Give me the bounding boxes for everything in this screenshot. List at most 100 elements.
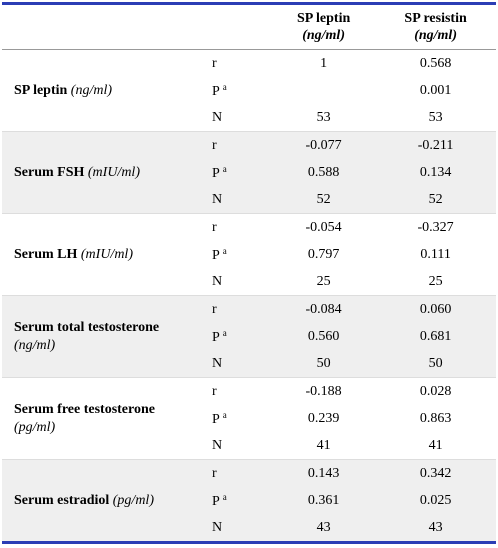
- value-cell: 0.681: [375, 323, 496, 350]
- value-cell: -0.327: [375, 213, 496, 241]
- value-cell: [272, 77, 375, 104]
- stat-name: r: [212, 383, 217, 399]
- value-cell: 0.560: [272, 323, 376, 350]
- value-cell: -0.211: [375, 131, 496, 159]
- column-header: SP resistin (ng/ml): [375, 3, 496, 50]
- row: Serum free testosterone (pg/ml) r -0.188 0.…: [2, 377, 496, 460]
- label-unit: (mIU/ml): [87, 164, 140, 180]
- stat-name: r: [212, 137, 217, 153]
- stat-name: N: [212, 273, 223, 289]
- value-cell: 0.001: [419, 82, 452, 98]
- value-cell: 0.239: [307, 410, 340, 426]
- value-cell: -0.077: [272, 131, 376, 159]
- stat-name: N: [212, 191, 223, 207]
- row: N 52 52: [2, 186, 496, 214]
- stat-superscript: a: [222, 245, 227, 256]
- value-cell: 0.568: [419, 55, 452, 71]
- value-cell: 53: [428, 109, 443, 125]
- value-cell: -0.188: [272, 377, 376, 405]
- column-unit: (ng/ml): [414, 28, 457, 43]
- stat-cell: r: [202, 295, 272, 323]
- label-unit: (ng/ml): [14, 337, 56, 353]
- stat-name: r: [212, 55, 217, 71]
- value-cell: 1: [320, 55, 328, 71]
- value-cell: 25: [428, 273, 443, 289]
- value-cell: 25: [316, 273, 331, 289]
- value-cell: 50: [272, 350, 376, 378]
- stat-name: N: [212, 109, 223, 125]
- row-label: SP leptin (ng/ml): [2, 50, 202, 132]
- label-unit: (ng/ml): [70, 82, 113, 98]
- stat-name: P: [212, 165, 220, 181]
- corner: [202, 3, 272, 50]
- row: N 25 25: [2, 268, 496, 296]
- value-cell: 0.143: [272, 459, 376, 487]
- stat-cell: r: [202, 131, 272, 159]
- value-cell: 0.060: [375, 295, 496, 323]
- column-header: SP leptin (ng/ml): [272, 3, 376, 50]
- value-cell: 0.134: [375, 159, 496, 186]
- value-cell: 53: [316, 109, 331, 125]
- column-name: SP leptin: [296, 11, 351, 26]
- stat-name: P: [212, 493, 220, 509]
- value-cell: 52: [375, 186, 496, 214]
- value-cell: -0.084: [272, 295, 376, 323]
- column-unit: (ng/ml): [302, 28, 345, 43]
- row: N 43 43: [2, 514, 496, 543]
- label-name: Serum total testosterone: [14, 319, 160, 335]
- header-row: SP leptin (ng/ml) SP resistin (ng/ml): [2, 3, 496, 50]
- stat-cell: N: [202, 514, 272, 543]
- stat-name: r: [212, 465, 217, 481]
- label-unit: (pg/ml): [112, 492, 154, 508]
- stat-cell: r: [202, 377, 272, 405]
- value-cell: 0.797: [307, 246, 340, 262]
- value-cell: 50: [375, 350, 496, 378]
- row: Serum estradiol (pg/ml) r 0.143 0.342: [2, 459, 496, 543]
- value-cell: 43: [272, 514, 376, 543]
- value-cell: 0.361: [272, 487, 376, 514]
- stat-superscript: a: [222, 491, 227, 502]
- row-label: Serum LH (mIU/ml): [2, 213, 202, 296]
- value-cell: 0.028: [375, 377, 496, 405]
- stat-name: r: [212, 301, 217, 317]
- value-cell: 41: [428, 437, 443, 453]
- value-cell: 0.025: [375, 487, 496, 514]
- row-label: Serum estradiol (pg/ml): [2, 459, 202, 543]
- stat-superscript: a: [222, 327, 227, 338]
- stat-name: N: [212, 519, 223, 535]
- stat-cell: N: [202, 350, 272, 378]
- stat-name: N: [212, 437, 223, 453]
- label-name: Serum FSH: [14, 164, 85, 180]
- label-name: SP leptin: [14, 82, 68, 98]
- row: Serum LH (mIU/ml) r -0.054 -0.327: [2, 213, 496, 296]
- label-unit: (mIU/ml): [80, 246, 133, 262]
- value-cell: 41: [316, 437, 331, 453]
- column-name: SP resistin: [404, 11, 467, 26]
- row: N 53 53: [2, 104, 496, 132]
- row-label: Serum free testosterone (pg/ml): [2, 377, 202, 460]
- row: Serum FSH (mIU/ml) r -0.077 -0.211: [2, 131, 496, 214]
- value-cell: 0.111: [420, 246, 451, 262]
- stat-name: P: [212, 83, 220, 99]
- stat-name: P: [212, 411, 220, 427]
- stat-cell: N: [202, 104, 272, 132]
- row: Serum total testosterone (ng/ml) r -0.084 0…: [2, 295, 496, 378]
- value-cell: 0.588: [272, 159, 376, 186]
- value-cell: 43: [375, 514, 496, 543]
- row: SP leptin (ng/ml) r 1 0.568: [2, 50, 496, 98]
- stat-name: P: [212, 329, 220, 345]
- stat-name: r: [212, 219, 217, 235]
- value-cell: 0.863: [419, 410, 452, 426]
